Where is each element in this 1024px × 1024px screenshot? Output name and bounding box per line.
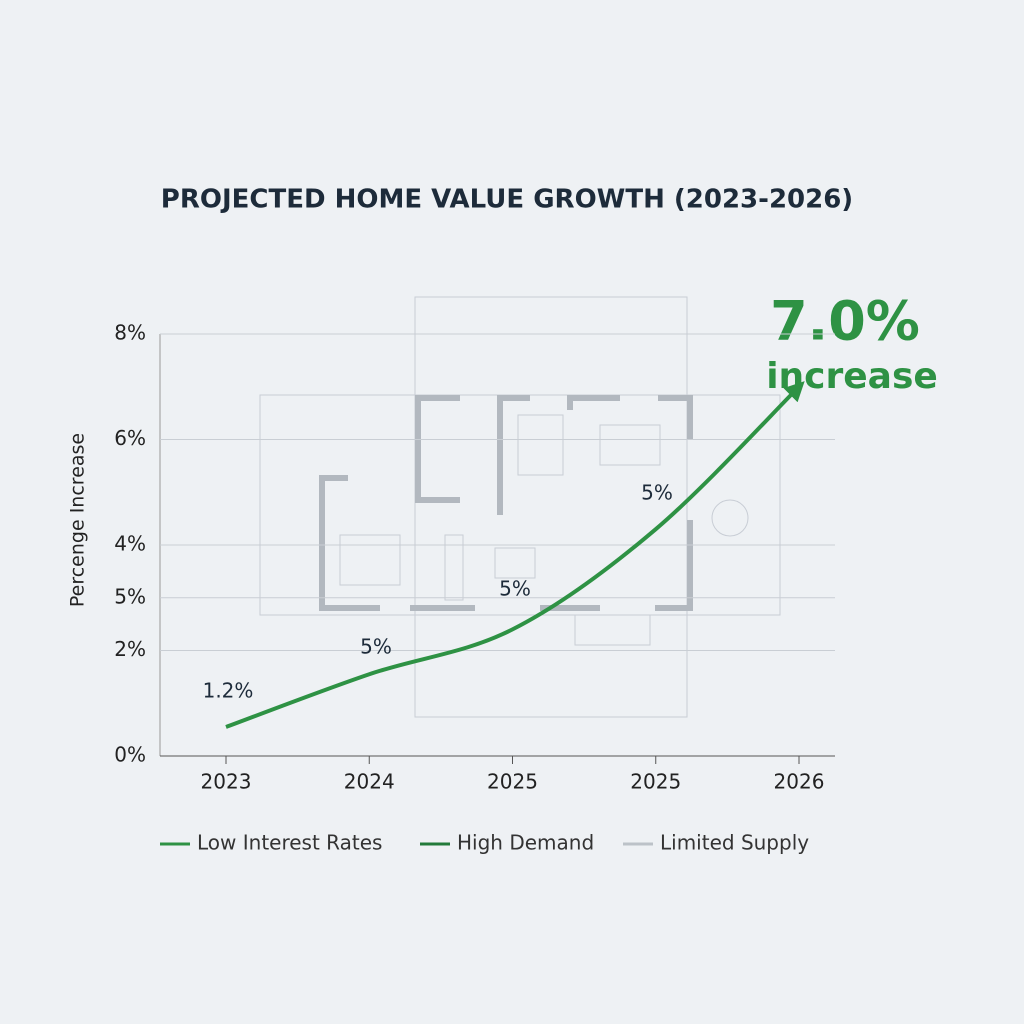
annotation: 5% xyxy=(641,481,673,505)
legend-label: Low Interest Rates xyxy=(197,831,382,855)
y-axis-label: Percenge Increase xyxy=(67,433,89,607)
annotation: 1.2% xyxy=(203,679,254,703)
callout-text: increase xyxy=(766,356,938,397)
trend-line xyxy=(225,381,805,729)
y-tick-label: 5% xyxy=(114,584,146,608)
callout-value: 7.0% xyxy=(770,290,920,353)
y-tick-label: 8% xyxy=(114,321,146,345)
y-tick-label: 0% xyxy=(114,743,146,767)
floor-plan xyxy=(259,296,781,718)
legend-label: Limited Supply xyxy=(660,831,809,855)
y-tick-label: 4% xyxy=(114,532,146,556)
x-tick-label: 2025 xyxy=(487,770,538,794)
legend-label: High Demand xyxy=(457,831,594,855)
x-tick-label: 2023 xyxy=(201,770,252,794)
annotation: 5% xyxy=(360,635,392,659)
x-tick-label: 2024 xyxy=(344,770,395,794)
x-tick-label: 2026 xyxy=(774,770,825,794)
y-tick-label: 2% xyxy=(114,637,146,661)
y-tick-label: 6% xyxy=(114,426,146,450)
chart-title: PROJECTED HOME VALUE GROWTH (2023-2026) xyxy=(161,185,853,215)
x-tick-label: 2025 xyxy=(630,770,681,794)
annotation: 5% xyxy=(499,577,531,601)
